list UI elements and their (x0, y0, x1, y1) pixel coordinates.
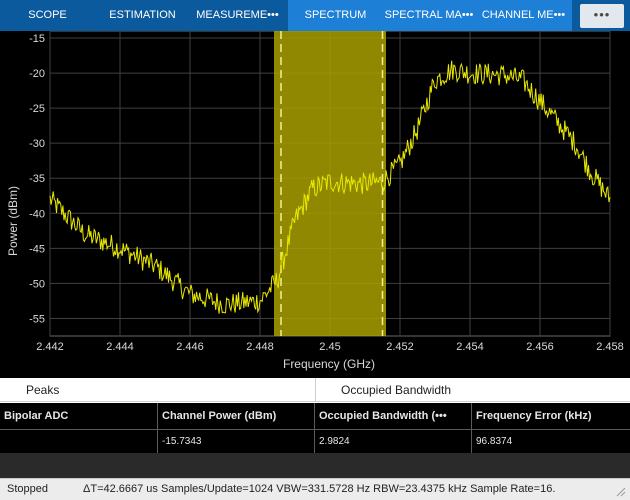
tab-divider (315, 378, 316, 402)
x-tick-label: 2.45 (319, 341, 340, 353)
trace-layer (49, 60, 611, 314)
y-tick-label: -35 (29, 173, 45, 185)
x-tick-label: 2.442 (36, 341, 64, 353)
tab-channel-measurements[interactable]: CHANNEL ME••• (475, 0, 572, 31)
y-tick-label: -25 (29, 103, 45, 115)
table-cell: 96.8374 (472, 429, 630, 453)
ticks-layer: 2.442 2.444 2.446 2.448 2.45 2.452 2.454 2.456 2… (29, 33, 624, 353)
x-tick-label: 2.452 (386, 341, 414, 353)
column-header[interactable]: Frequency Error (kHz) (476, 410, 592, 422)
x-tick-label: 2.444 (106, 341, 134, 353)
y-tick-label: -55 (29, 313, 45, 325)
tab-occupied-bandwidth[interactable]: Occupied Bandwidth (341, 383, 452, 397)
x-tick-label: 2.448 (246, 341, 274, 353)
status-bar: Stopped ΔT=42.6667 us Samples/Update=102… (0, 478, 630, 500)
y-tick-label: -20 (29, 68, 45, 80)
table-cell: -15.7343 (158, 429, 315, 453)
x-tick-label: 2.454 (456, 341, 484, 353)
tab-measurements[interactable]: MEASUREME••• (196, 9, 279, 21)
y-tick-label: -15 (29, 33, 45, 45)
y-tick-label: -40 (29, 208, 45, 220)
x-tick-label: 2.456 (526, 341, 554, 353)
tab-peaks[interactable]: Peaks (26, 383, 60, 397)
spectrum-chart[interactable]: 2.442 2.444 2.446 2.448 2.45 2.452 2.454 2.456 2… (0, 31, 630, 378)
y-tick-label: -45 (29, 243, 45, 255)
tab-estimation[interactable]: ESTIMATION (109, 9, 176, 21)
y-tick-label: -30 (29, 138, 45, 150)
occupied-band (274, 31, 386, 336)
table-cell (0, 429, 158, 453)
x-tick-label: 2.446 (176, 341, 204, 353)
status-state: Stopped (7, 483, 48, 495)
more-dots-icon: ••• (593, 7, 611, 22)
measurements-panel: Peaks Occupied Bandwidth Bipolar ADC Cha… (0, 378, 630, 478)
y-tick-label: -50 (29, 278, 45, 290)
table-empty-area (0, 453, 630, 478)
tab-spectrum[interactable]: SPECTRUM (288, 0, 383, 31)
column-header[interactable]: Channel Power (dBm) (158, 403, 315, 429)
table-cell: 2.9824 (315, 429, 472, 453)
status-info: ΔT=42.6667 us Samples/Update=1024 VBW=33… (83, 483, 556, 495)
column-header[interactable]: Occupied Bandwidth (••• (315, 403, 472, 429)
spectrum-plot[interactable]: 2.442 2.444 2.446 2.448 2.45 2.452 2.454 2.456 2… (0, 31, 630, 378)
overflow-menu-button[interactable]: ••• (580, 4, 624, 28)
tab-scope[interactable]: SCOPE (28, 9, 67, 21)
occupied-band-layer (274, 31, 386, 336)
toolstrip: SCOPE ESTIMATION MEASUREME••• SPECTRUM S… (0, 0, 630, 31)
x-axis-label: Frequency (GHz) (283, 357, 375, 371)
x-tick-label: 2.458 (596, 341, 624, 353)
y-axis-label: Power (dBm) (6, 186, 20, 256)
measurements-table: Bipolar ADC Channel Power (dBm) Occupied… (0, 403, 630, 453)
measurement-tabs: Peaks Occupied Bandwidth (0, 378, 630, 402)
spectrum-trace (49, 60, 611, 314)
resize-grip-icon[interactable] (614, 485, 626, 497)
tab-spectral-mask[interactable]: SPECTRAL MA••• (383, 0, 475, 31)
column-header[interactable]: Bipolar ADC (0, 403, 158, 429)
